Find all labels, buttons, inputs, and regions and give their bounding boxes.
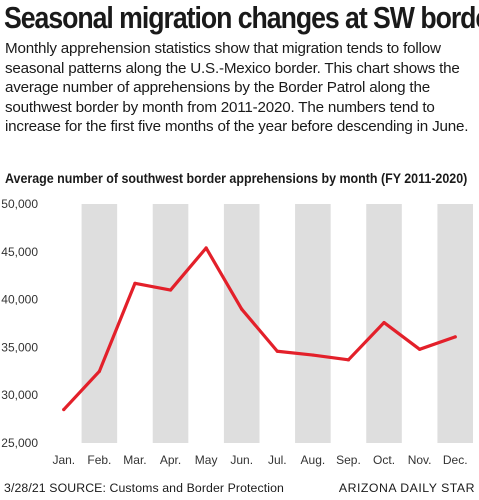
x-tick-label: May: [195, 453, 218, 467]
series-layer: [62, 246, 457, 412]
data-point: [275, 349, 279, 353]
y-tick-label: 50,000: [1, 197, 38, 211]
y-tick-label: 30,000: [1, 388, 38, 402]
chart-title: Average number of southwest border appre…: [5, 171, 468, 186]
x-tick-label: Mar.: [123, 453, 146, 467]
month-band: [295, 204, 331, 443]
footer-publisher: ARIZONA DAILY STAR: [338, 481, 475, 495]
x-tick-label: Feb.: [87, 453, 111, 467]
footer-date: 3/28/21: [4, 481, 46, 495]
series-line: [62, 246, 457, 412]
data-point: [418, 347, 422, 351]
x-tick-label: Nov.: [408, 453, 432, 467]
footer-source-text: SOURCE: Customs and Border Protection: [49, 481, 284, 495]
y-tick-label: 40,000: [1, 293, 38, 307]
y-tick-label: 45,000: [1, 245, 38, 259]
footer-source: 3/28/21 SOURCE: Customs and Border Prote…: [4, 481, 284, 495]
data-point: [311, 353, 315, 357]
x-tick-label: Oct.: [373, 453, 395, 467]
line-chart: 25,000 30,000 35,000 40,000 45,000 50,000 Jan…: [1, 197, 473, 467]
y-tick-label: 25,000: [1, 436, 38, 450]
x-tick-label: Jun.: [230, 453, 253, 467]
data-point: [382, 320, 386, 325]
data-point: [97, 369, 101, 373]
x-tick-label: Sep.: [336, 453, 361, 467]
x-tick-label: Aug.: [301, 453, 326, 467]
chart-description: Monthly apprehension statistics show tha…: [5, 40, 469, 136]
x-axis-ticks: Jan. Feb. Mar. Apr. May Jun. Jul. Aug. Sep. Oct. N…: [52, 453, 467, 467]
x-tick-label: Jul.: [268, 453, 287, 467]
month-bands: [81, 204, 473, 443]
month-band: [437, 204, 473, 443]
headline: Seasonal migration changes at SW border: [4, 0, 479, 35]
data-point: [168, 288, 173, 292]
data-point: [240, 307, 244, 311]
data-point: [204, 246, 208, 250]
x-tick-label: Jan.: [52, 453, 75, 467]
month-band: [81, 204, 118, 443]
data-point: [346, 358, 351, 362]
month-band: [152, 204, 189, 443]
y-tick-label: 35,000: [1, 340, 38, 354]
x-tick-label: Apr.: [160, 453, 181, 467]
y-axis-ticks: 25,000 30,000 35,000 40,000 45,000 50,000: [1, 197, 38, 450]
x-tick-label: Dec.: [443, 453, 468, 467]
data-point: [62, 407, 66, 412]
data-point: [453, 335, 457, 339]
data-point: [133, 281, 137, 285]
